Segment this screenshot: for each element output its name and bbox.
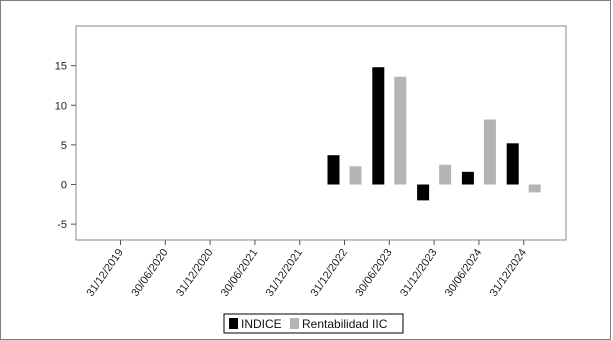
- bar: [349, 166, 362, 185]
- bar: [461, 171, 474, 185]
- y-axis: -5 0 5 10 15: [55, 61, 76, 231]
- bar: [506, 143, 519, 185]
- legend-swatch-indice: [229, 318, 238, 329]
- x-tick-label: 31/12/2023: [398, 247, 439, 299]
- bar: [439, 164, 452, 185]
- x-tick-label: 31/12/2019: [85, 247, 126, 299]
- x-tick-label: 31/12/2022: [309, 247, 350, 299]
- legend: INDICE Rentabilidad IIC: [223, 313, 404, 334]
- x-axis: 31/12/2019 30/06/2020 31/12/2020 30/06/2021…: [85, 240, 529, 299]
- x-tick-label: 31/12/2024: [488, 247, 529, 299]
- legend-swatch-rentabilidad-iic: [290, 318, 299, 329]
- bar: [372, 67, 385, 185]
- x-tick-label: 30/06/2024: [443, 247, 484, 299]
- bar: [483, 119, 496, 185]
- legend-box: [223, 313, 404, 334]
- y-tick-label: 5: [61, 140, 67, 152]
- y-tick-label: 15: [55, 61, 67, 73]
- bar: [327, 155, 340, 185]
- x-tick-label: 30/06/2021: [219, 247, 260, 299]
- bar: [528, 184, 541, 193]
- legend-label-indice: INDICE: [241, 317, 282, 331]
- x-tick-label: 30/06/2020: [129, 247, 170, 299]
- bar: [417, 184, 430, 201]
- x-tick-label: 31/12/2021: [264, 247, 305, 299]
- x-tick-label: 31/12/2020: [174, 247, 215, 299]
- x-tick-label: 30/06/2023: [353, 247, 394, 299]
- y-tick-label: 10: [55, 100, 67, 112]
- bar: [394, 76, 407, 185]
- bars: [327, 67, 541, 201]
- y-tick-label: -5: [57, 219, 67, 231]
- y-tick-label: 0: [61, 180, 67, 192]
- legend-label-rentabilidad-iic: Rentabilidad IIC: [302, 317, 388, 331]
